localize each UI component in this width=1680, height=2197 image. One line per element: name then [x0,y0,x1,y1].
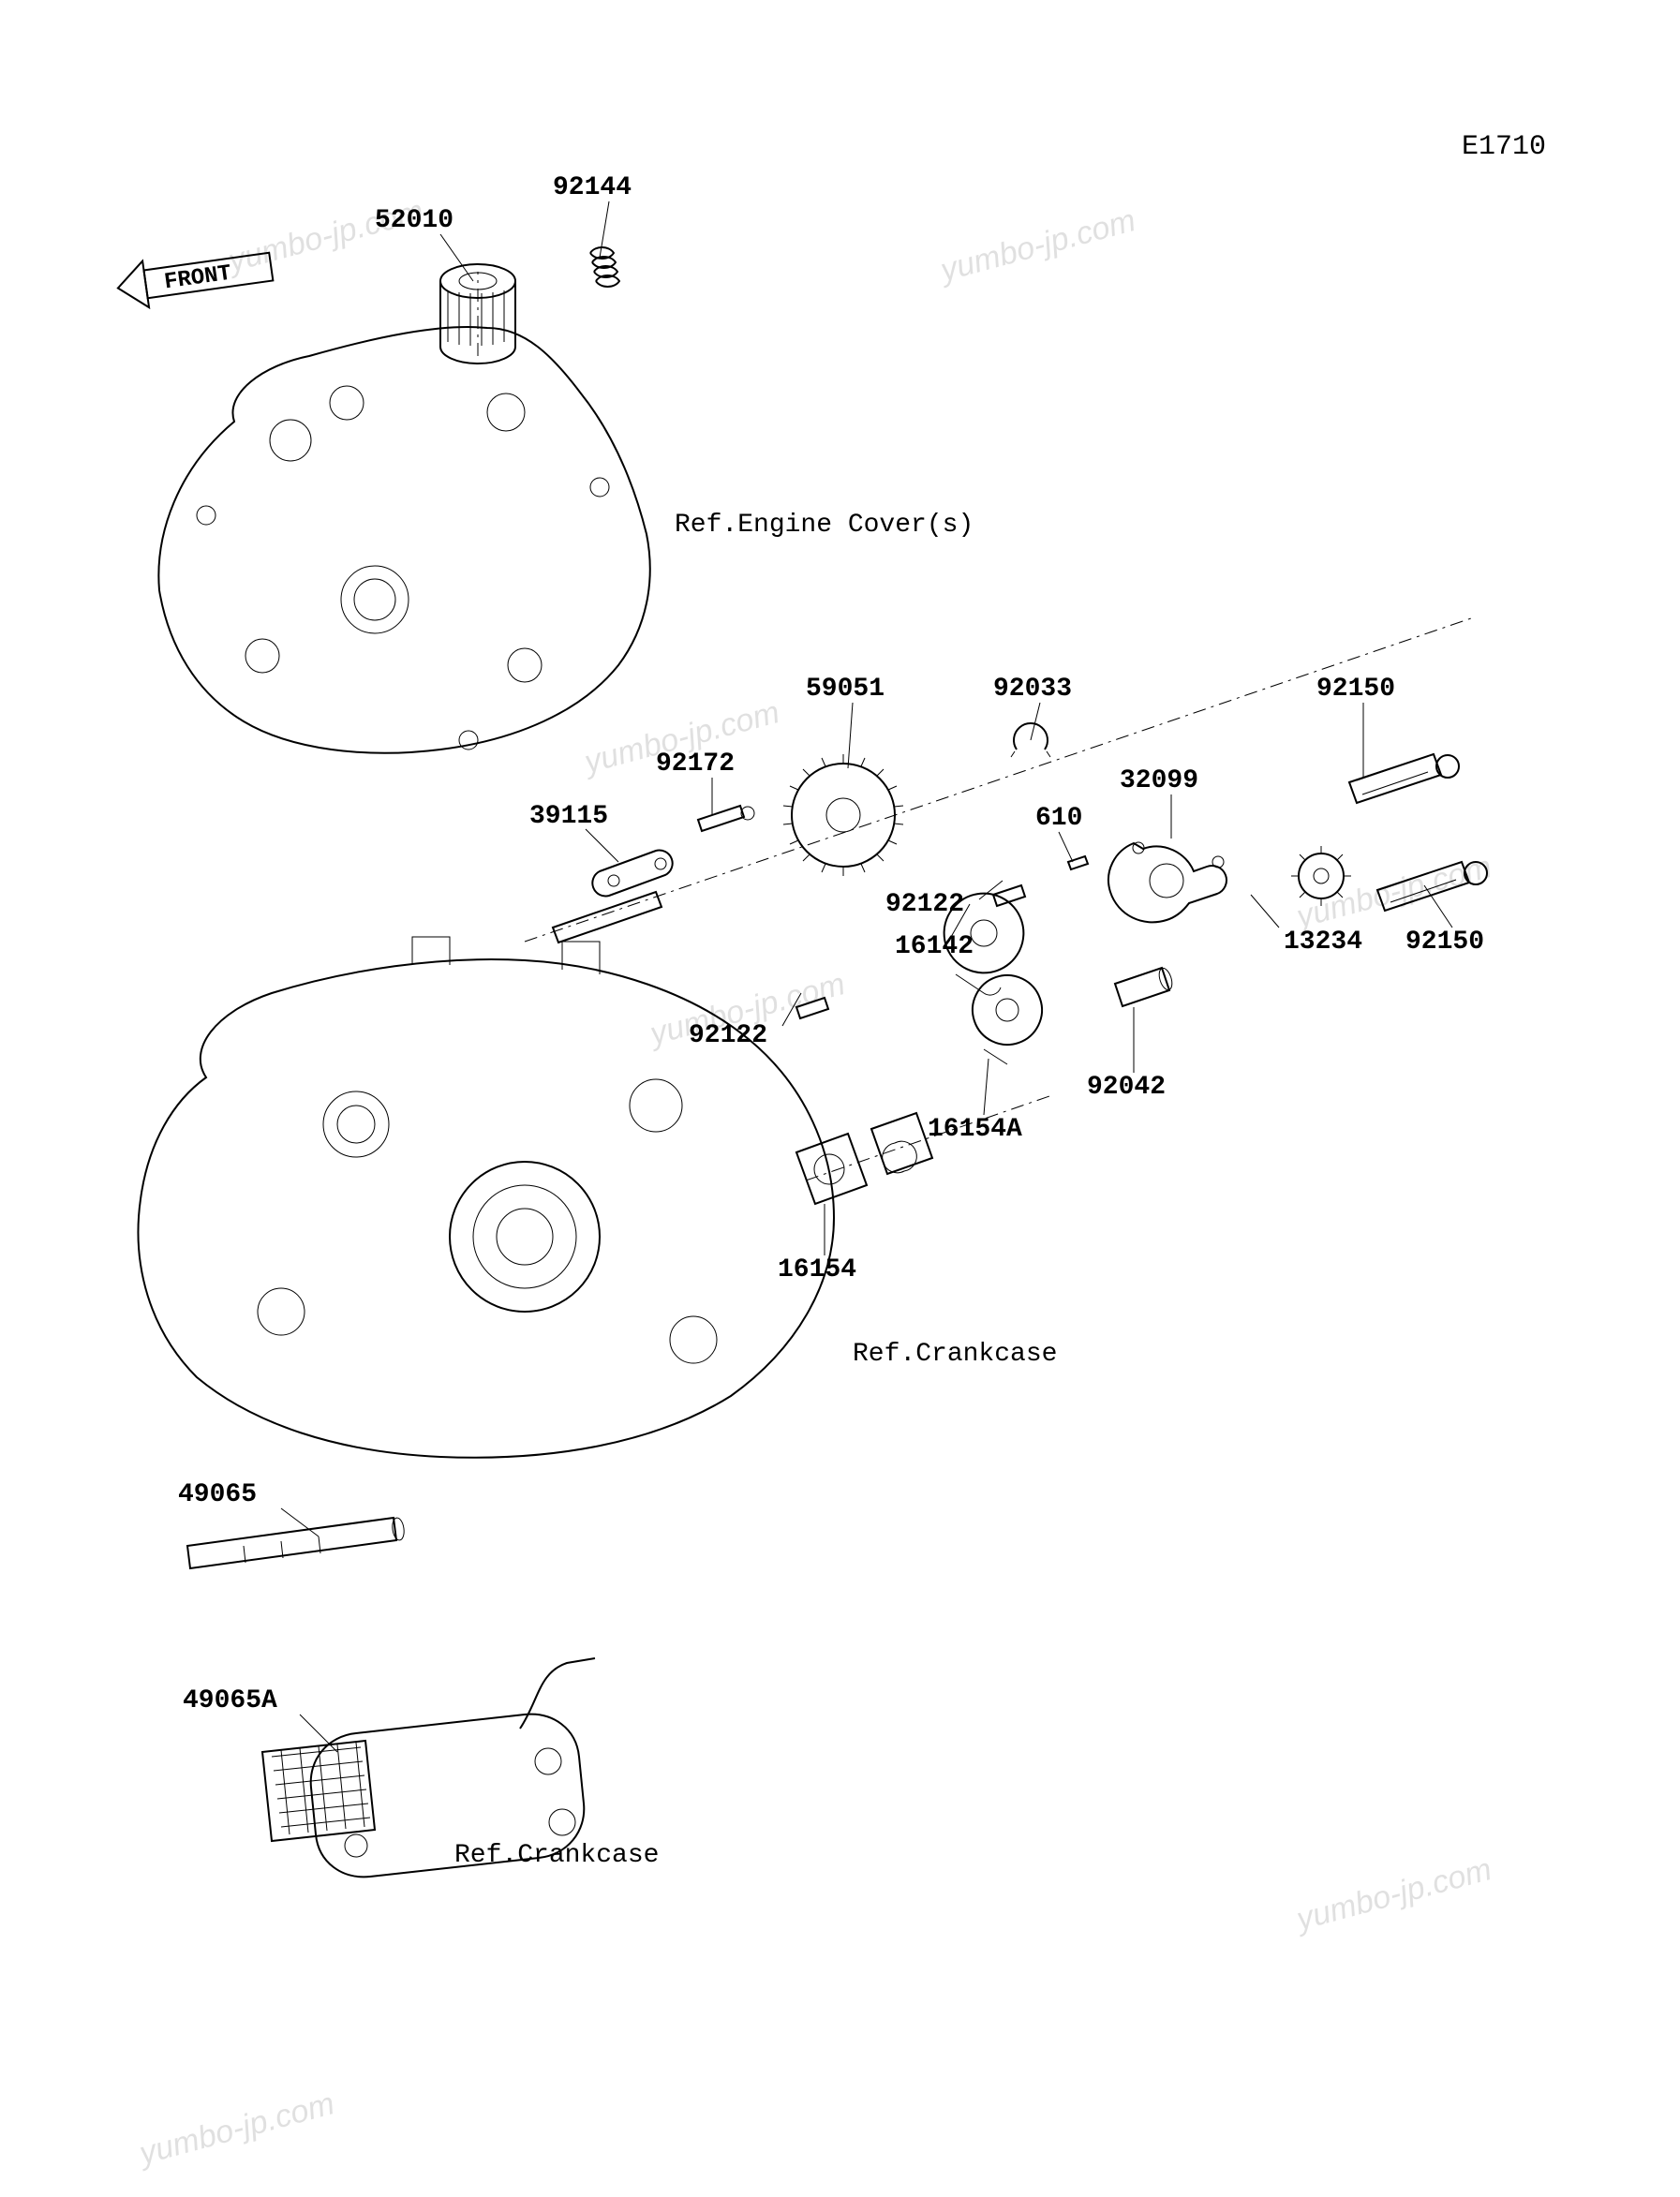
label-59051: 59051 [806,675,885,704]
label-92122-a: 92122 [885,890,964,919]
label-92033: 92033 [993,675,1072,704]
label-13234: 13234 [1284,928,1362,957]
label-16154A: 16154A [928,1115,1022,1144]
ref-crankcase-1: Ref.Crankcase [853,1340,1057,1369]
label-39115: 39115 [529,802,608,831]
label-16154: 16154 [778,1255,856,1284]
label-92150-b: 92150 [1405,928,1484,957]
label-92042: 92042 [1087,1073,1166,1102]
label-49065: 49065 [178,1480,257,1509]
label-92144: 92144 [553,173,632,202]
label-32099: 32099 [1120,766,1198,795]
label-49065A: 49065A [183,1686,277,1715]
ref-engine-cover: Ref.Engine Cover(s) [675,511,974,540]
label-610: 610 [1035,804,1082,833]
label-92150-a: 92150 [1316,675,1395,704]
label-16142: 16142 [895,932,974,961]
ref-crankcase-2: Ref.Crankcase [454,1841,659,1870]
diagram-container: E1710 FRONT [0,0,1680,2197]
